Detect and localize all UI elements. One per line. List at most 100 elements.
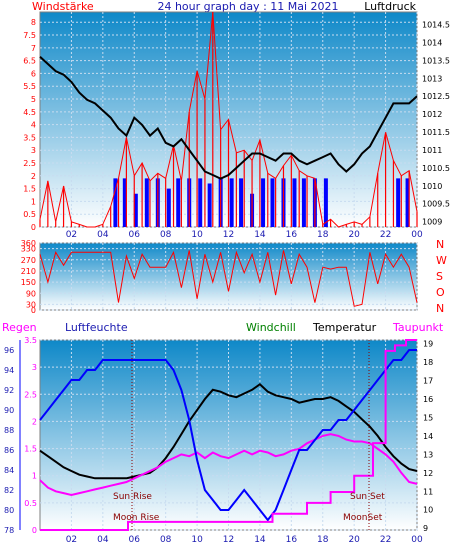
wind-direction-tick: 360 — [21, 239, 36, 248]
x-tick-label: 14 — [254, 230, 266, 240]
x-tick-label: 04 — [97, 535, 109, 545]
gust-bar — [122, 178, 127, 227]
temperature-tick: 18 — [423, 358, 433, 367]
x-tick-label: 02 — [66, 230, 77, 240]
x-tick-label: 10 — [191, 535, 203, 545]
moon-set-label: MoonSet — [343, 513, 383, 523]
wind-speed-tick: 4.5 — [23, 108, 36, 117]
x-tick-label: 04 — [97, 230, 109, 240]
sun-moon-annotations: Sun Rise Sun Set Moon Rise MoonSet — [113, 340, 385, 530]
x-tick-label: 06 — [129, 230, 141, 240]
temperature-tick: 16 — [423, 395, 433, 404]
rain-y-axis: 0 0.5 1 1.5 2 2.5 3 3.5 — [24, 336, 37, 535]
x-tick-label: 20 — [348, 230, 360, 240]
gust-bar — [144, 178, 149, 227]
legend-temperature: Temperatur — [312, 321, 377, 334]
temperature-tick: 17 — [423, 377, 433, 386]
wind-speed-tick: 3.5 — [23, 133, 36, 142]
x-tick-label: 12 — [223, 535, 234, 545]
legend-windchill: Windchill — [246, 321, 296, 334]
weather-plot-area — [39, 339, 418, 531]
humidity-tick: 92 — [4, 386, 14, 395]
x-tick-label: 16 — [286, 535, 298, 545]
humidity-tick: 82 — [4, 486, 14, 495]
wind-direction-grid — [40, 242, 418, 311]
x-tick-label: 08 — [160, 535, 172, 545]
gust-bar — [113, 178, 118, 227]
gust-bar — [396, 178, 401, 227]
wind-speed-tick: 7.5 — [23, 31, 36, 40]
temperature-tick: 19 — [423, 340, 433, 349]
wind-direction-series — [39, 250, 418, 307]
x-tick-label: 18 — [317, 535, 329, 545]
gust-bar — [261, 178, 266, 227]
wind-speed-tick: 5.5 — [23, 82, 36, 91]
x-tick-label: 06 — [129, 535, 141, 545]
humidity-tick: 94 — [4, 366, 14, 375]
wind-speed-line — [39, 11, 418, 228]
x-tick-label: 20 — [348, 535, 360, 545]
gust-bar — [239, 178, 244, 227]
x-tick-label: 18 — [317, 230, 329, 240]
temperature-tick: 9 — [423, 524, 428, 533]
humidity-tick: 90 — [4, 406, 14, 415]
wind-speed-tick: 5 — [31, 95, 36, 104]
gust-bar — [270, 178, 275, 227]
humidity-tick: 80 — [4, 506, 14, 515]
wind-direction-tick: 150 — [21, 278, 36, 287]
sun-rise-label: Sun Rise — [113, 492, 152, 502]
legend-humidity: Luftfeuchte — [65, 321, 128, 334]
wind-speed-tick: 6.5 — [23, 57, 36, 66]
pressure-tick: 1013 — [422, 74, 442, 83]
wind-pressure-series — [39, 11, 418, 228]
wind-speed-axis-title: Windstärke — [32, 0, 94, 13]
legend-dewpoint: Taupunkt — [392, 321, 444, 334]
gust-bar — [166, 188, 171, 227]
wind-speed-tick: 1 — [31, 197, 36, 206]
wind-direction-line — [39, 250, 418, 307]
gust-bar — [176, 178, 181, 227]
temperature-tick: 14 — [423, 432, 433, 441]
pressure-axis-title: Luftdruck — [364, 0, 416, 13]
wind-speed-tick: 0.5 — [23, 210, 36, 219]
rain-tick: 1 — [32, 472, 37, 481]
rain-tick: 2.5 — [24, 390, 37, 399]
pressure-tick: 1009.5 — [422, 200, 450, 209]
temperature-tick: 13 — [423, 450, 433, 459]
humidity-tick: 86 — [4, 446, 14, 455]
gust-bar — [198, 178, 203, 227]
wind-speed-tick: 7 — [31, 44, 36, 53]
gust-bar — [292, 178, 297, 227]
wind-speed-tick: 2 — [31, 172, 36, 181]
wind-speed-y-axis: 0 0.5 1 1.5 2 2.5 3 3.5 4 4.5 5 5.5 6 6.5 7 7.5 8 — [23, 18, 36, 232]
x-tick-label: 08 — [160, 230, 172, 240]
gust-bar — [301, 178, 306, 227]
pressure-tick: 1012.5 — [422, 92, 450, 101]
pressure-tick: 1011 — [422, 146, 442, 155]
temperature-tick: 11 — [423, 487, 433, 496]
gust-bar — [207, 183, 212, 227]
temperature-line — [39, 383, 418, 480]
x-tick-label: 16 — [286, 230, 298, 240]
temperature-tick: 15 — [423, 413, 433, 422]
chart-title: 24 hour graph day : 11 Mai 2021 — [157, 0, 338, 13]
wind-speed-tick: 4 — [31, 121, 36, 130]
wind-speed-tick: 3 — [31, 146, 36, 155]
compass-label: S — [436, 270, 443, 283]
x-tick-label: 02 — [66, 535, 77, 545]
humidity-line — [39, 349, 417, 522]
sun-set-label: Sun Set — [350, 492, 385, 502]
rain-tick: 2 — [32, 417, 37, 426]
rain-tick: 1.5 — [24, 445, 37, 454]
pressure-tick: 1011.5 — [422, 128, 450, 137]
humidity-y-axis: 78 80 82 84 86 88 90 92 94 96 — [4, 340, 21, 535]
moon-rise-label: Moon Rise — [113, 513, 160, 523]
pressure-y-axis: 1009 1009.5 1010 1010.5 1011 1011.5 1012 1012.5… — [422, 21, 450, 227]
pressure-tick: 1013.5 — [422, 56, 450, 65]
temperature-tick: 12 — [423, 469, 433, 478]
temperature-y-axis: 9 10 11 12 13 14 15 16 17 18 19 — [423, 340, 433, 533]
x-tick-label: 14 — [254, 535, 266, 545]
dewpoint-line — [39, 433, 418, 497]
